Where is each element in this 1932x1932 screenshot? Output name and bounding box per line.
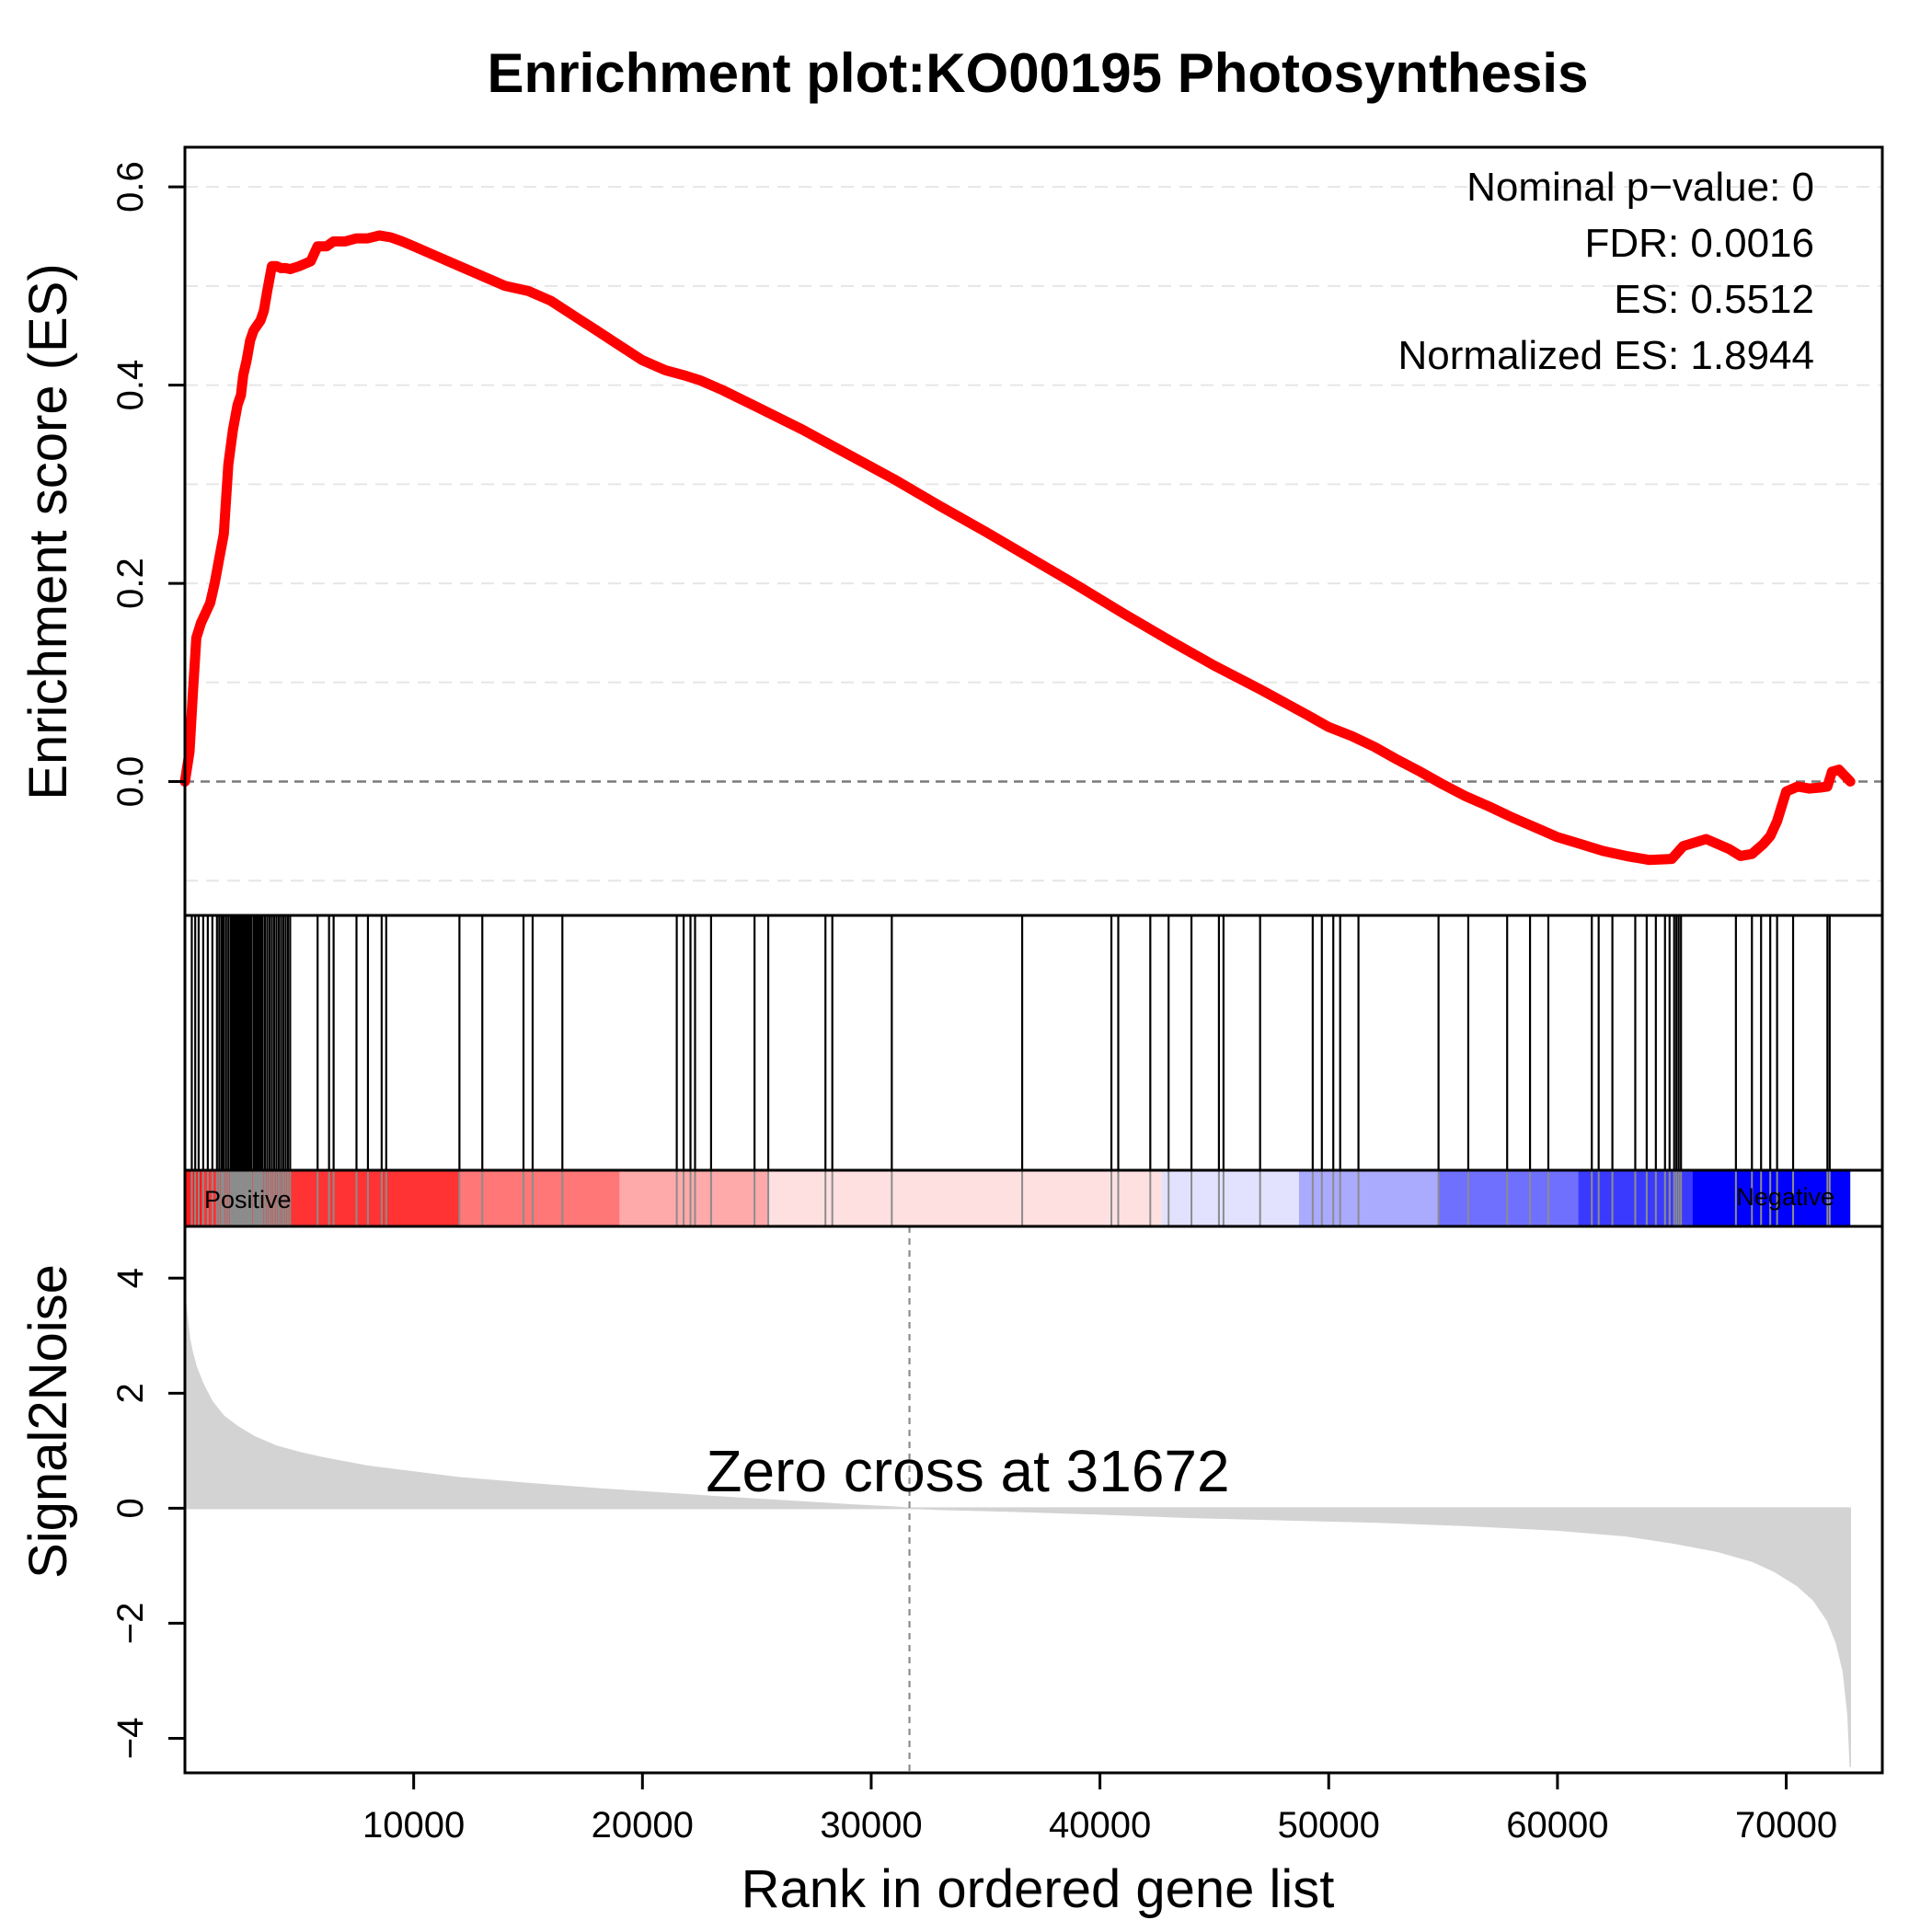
metric-y-tick-label-1: −2 [110,1603,151,1645]
colormap-hit-lines [190,1170,1831,1226]
colormap-segments [185,1170,1851,1226]
colormap-segment-5 [1161,1170,1299,1226]
metric-y-tick-label-2: 0 [110,1498,151,1518]
colormap-segment-7 [1438,1170,1579,1226]
x-tick-label-6: 70000 [1735,1805,1837,1846]
x-axis: 10000 20000 30000 40000 50000 60000 70000 [362,1773,1837,1846]
es-stat-2: ES: 0.5512 [1614,277,1814,322]
es-y-tick-label-0: 0.0 [110,756,151,808]
colormap-positive-label: Positive [204,1186,292,1213]
es-stat-1: FDR: 0.0016 [1585,221,1814,266]
signal2noise-area [184,1294,1851,1767]
es-gridlines [185,186,1882,882]
hit-panel [183,914,1884,1172]
metric-y-tick-label-4: 4 [110,1268,151,1288]
x-tick-label-5: 60000 [1506,1805,1608,1846]
es-y-axis-title: Enrichment score (ES) [18,263,78,799]
es-stat-0: Nominal p−value: 0 [1466,165,1814,210]
colormap-segment-9 [1692,1170,1851,1226]
x-tick-label-1: 20000 [592,1805,694,1846]
x-tick-label-4: 50000 [1278,1805,1380,1846]
gene-hit-lines [190,915,1831,1170]
x-axis-title: Rank in ordered gene list [742,1859,1335,1919]
colormap-segment-4 [768,1170,1162,1226]
es-y-tick-label-3: 0.6 [110,161,151,213]
es-stat-3: Normalized ES: 1.8944 [1398,333,1814,378]
colormap-segment-3 [619,1170,769,1226]
metric-y-axis-title: Signal2Noise [18,1264,78,1579]
colormap-segment-2 [459,1170,620,1226]
x-tick-label-2: 30000 [820,1805,922,1846]
chart-title: Enrichment plot:KO00195 Photosynthesis [488,42,1589,104]
es-y-tick-label-1: 0.2 [110,558,151,609]
es-curve [179,230,1856,866]
metric-y-axis: −4 −2 0 2 4 [110,1268,185,1759]
metric-y-tick-label-3: 2 [110,1383,151,1403]
es-stats-box: Nominal p−value: 0 FDR: 0.0016 ES: 0.5512 N… [1398,165,1814,378]
hit-panel-frame [183,914,1884,1172]
colormap-negative-label: Negative [1736,1183,1834,1211]
colormap-segment-6 [1298,1170,1439,1226]
es-y-axis: 0.0 0.2 0.4 0.6 [110,161,185,807]
es-panel: 0.0 0.2 0.4 0.6 Enrichment score (ES) Nomin… [18,145,1884,917]
es-y-tick-label-2: 0.4 [110,360,151,411]
metric-panel-frame [183,1225,1884,1775]
metric-y-tick-label-0: −4 [110,1718,151,1760]
rank-colormap: Positive Negative [183,1168,1884,1228]
metric-panel: Zero cross at 31672 −4 −2 0 2 4 Signal2Noise… [18,1225,1884,1919]
zero-cross-label: Zero cross at 31672 [706,1438,1229,1504]
x-tick-label-0: 10000 [362,1805,465,1846]
x-tick-label-3: 40000 [1049,1805,1151,1846]
